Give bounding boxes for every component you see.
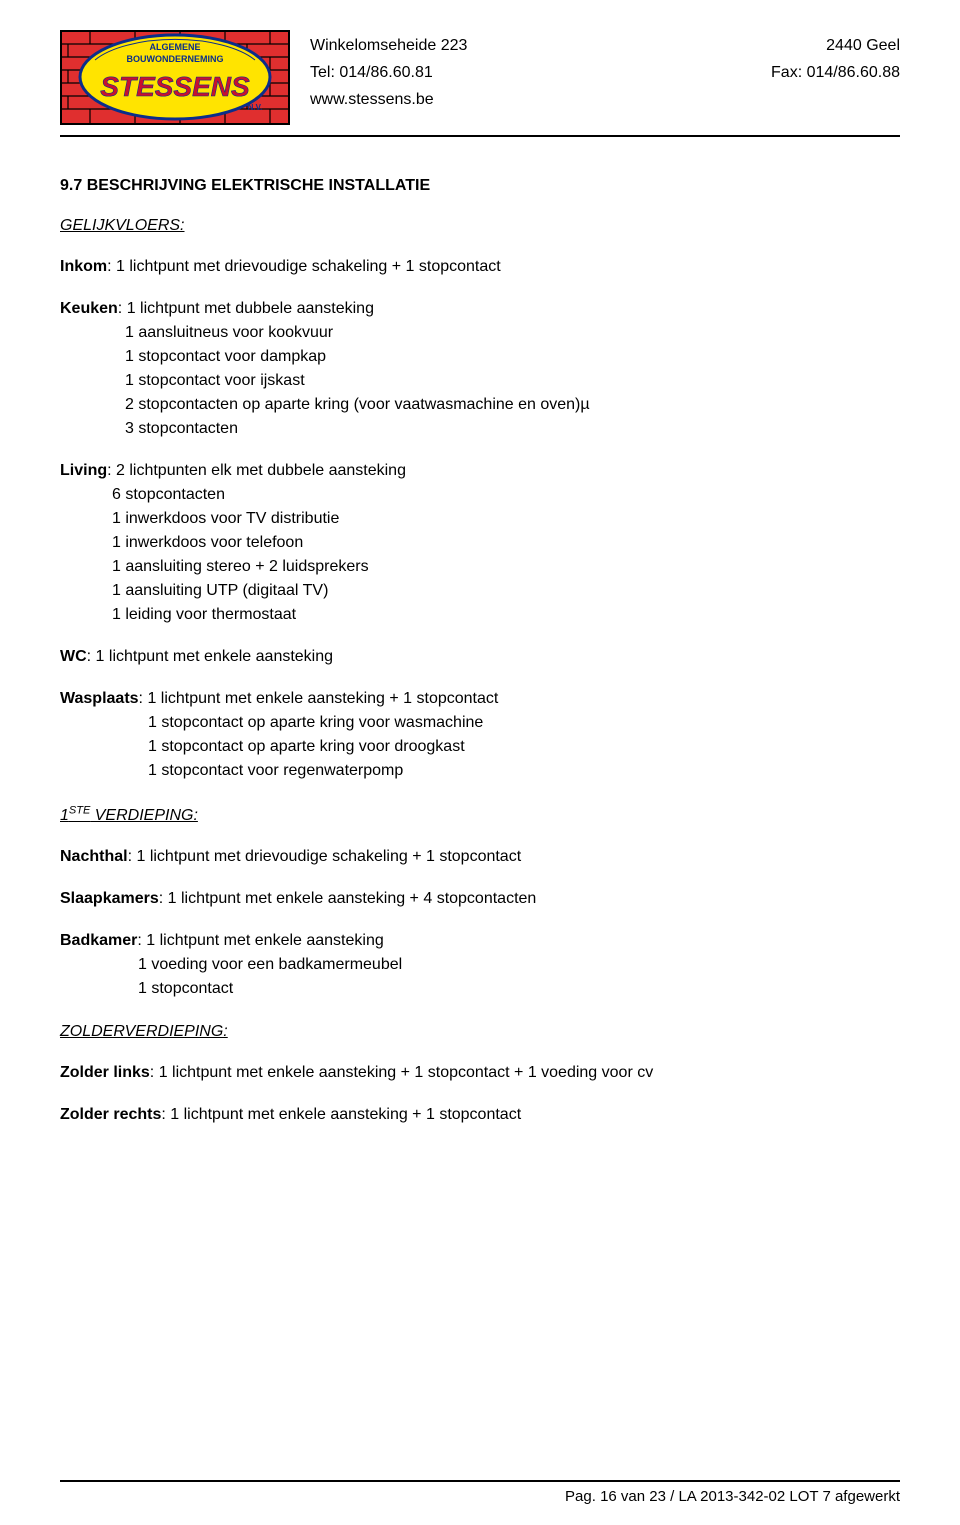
header-fax: Fax: 014/86.60.88 [771, 59, 900, 86]
entry-zolder-rechts: Zolder rechts: 1 lichtpunt met enkele aa… [60, 1103, 900, 1127]
entry-keuken: Keuken: 1 lichtpunt met dubbele aansteki… [60, 297, 900, 441]
svg-text:STESSENS: STESSENS [100, 71, 250, 102]
svg-text:ALGEMENE: ALGEMENE [149, 42, 200, 52]
label-living: Living [60, 462, 107, 479]
label-zolder-rechts: Zolder rechts [60, 1106, 161, 1123]
label-keuken: Keuken [60, 300, 118, 317]
label-badkamer: Badkamer [60, 932, 137, 949]
label-wasplaats: Wasplaats [60, 690, 139, 707]
header-tel: Tel: 014/86.60.81 [310, 59, 433, 86]
entry-wc: WC: 1 lichtpunt met enkele aansteking [60, 645, 900, 669]
floor-zolder: ZOLDERVERDIEPING: [60, 1023, 900, 1041]
entry-badkamer: Badkamer: 1 lichtpunt met enkele aanstek… [60, 929, 900, 1001]
svg-text:N.V.: N.V. [248, 103, 263, 112]
label-nachthal: Nachthal [60, 848, 128, 865]
header-postal: 2440 Geel [826, 32, 900, 59]
label-inkom: Inkom [60, 258, 107, 275]
entry-wasplaats: Wasplaats: 1 lichtpunt met enkele aanste… [60, 687, 900, 783]
page-header: ALGEMENE BOUWONDERNEMING STESSENS N.V. W… [60, 30, 900, 137]
entry-zolder-links: Zolder links: 1 lichtpunt met enkele aan… [60, 1061, 900, 1085]
section-title: 9.7 BESCHRIJVING ELEKTRISCHE INSTALLATIE [60, 177, 900, 195]
header-website: www.stessens.be [310, 86, 900, 113]
label-slaapkamers: Slaapkamers [60, 890, 159, 907]
label-wc: WC [60, 648, 87, 665]
label-zolder-links: Zolder links [60, 1064, 150, 1081]
header-address: Winkelomseheide 223 [310, 32, 467, 59]
floor-verdieping1: 1STE VERDIEPING: [60, 805, 900, 825]
entry-inkom: Inkom: 1 lichtpunt met drievoudige schak… [60, 255, 900, 279]
entry-living: Living: 2 lichtpunten elk met dubbele aa… [60, 459, 900, 627]
entry-slaapkamers: Slaapkamers: 1 lichtpunt met enkele aans… [60, 887, 900, 911]
company-logo: ALGEMENE BOUWONDERNEMING STESSENS N.V. [60, 30, 290, 125]
svg-text:BOUWONDERNEMING: BOUWONDERNEMING [127, 54, 224, 64]
floor-gelijkvloers: GELIJKVLOERS: [60, 217, 900, 235]
page-footer: Pag. 16 van 23 / LA 2013-342-02 LOT 7 af… [60, 1480, 900, 1505]
document-body: 9.7 BESCHRIJVING ELEKTRISCHE INSTALLATIE… [60, 177, 900, 1127]
logo-svg: ALGEMENE BOUWONDERNEMING STESSENS N.V. [60, 30, 290, 125]
header-info: Winkelomseheide 223 2440 Geel Tel: 014/8… [310, 30, 900, 114]
entry-nachthal: Nachthal: 1 lichtpunt met drievoudige sc… [60, 845, 900, 869]
